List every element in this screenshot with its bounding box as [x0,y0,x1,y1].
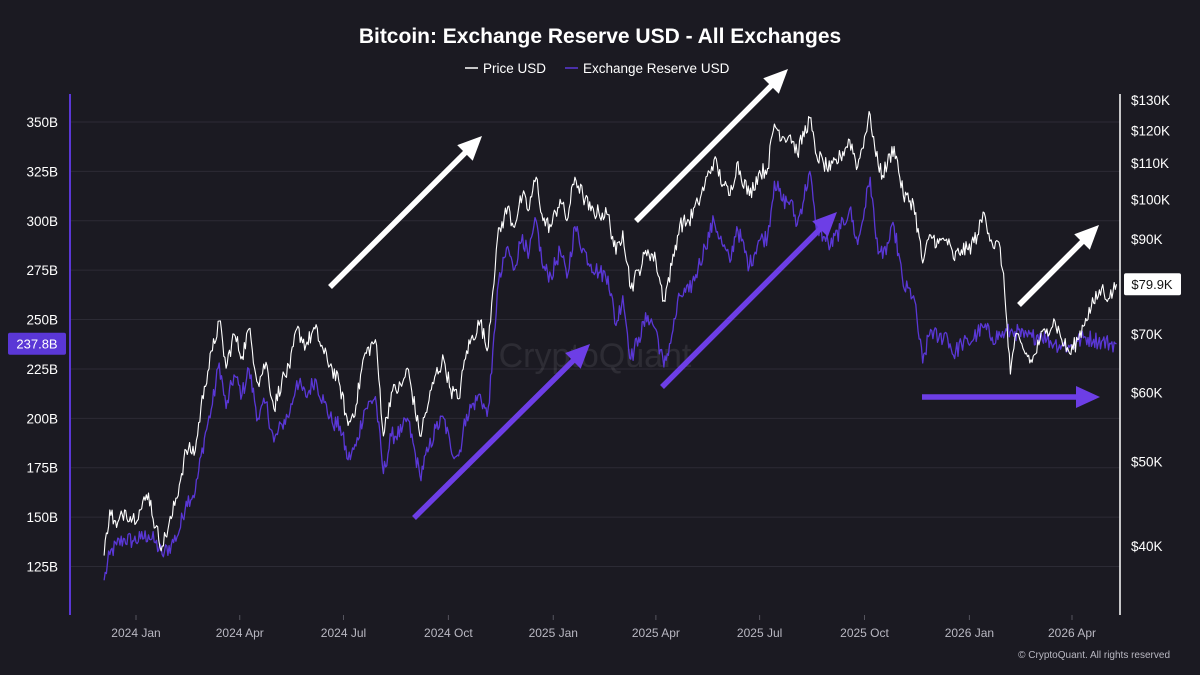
right-tick-120k: $120K [1131,123,1170,138]
x-tick-2024-oct: 2024 Oct [424,626,473,640]
x-tick-2025-jan: 2025 Jan [529,626,578,640]
current-reserve-badge: 237.8B [8,332,66,355]
right-tick-130k: $130K [1131,93,1170,108]
left-tick-250b: 250B [26,313,58,328]
x-tick-2024-apr: 2024 Apr [216,626,264,640]
annotation-arrow-shaft [1017,237,1087,307]
right-tick-60k: $60K [1131,386,1163,401]
left-axis-ticks: 350B 325B 300B 275B 250B 225B 200B 175B 150B 125B [26,115,58,575]
right-tick-40k: $40K [1131,539,1163,554]
left-tick-175b: 175B [26,461,58,476]
annotation-arrow-shaft [634,81,776,223]
annotation-arrow-1 [328,136,482,289]
x-tick-2026-jan: 2026 Jan [945,626,994,640]
annotation-arrow-head [565,344,590,369]
annotation-arrows [328,69,1100,520]
legend-label-reserve[interactable]: Exchange Reserve USD [583,61,730,76]
left-tick-350b: 350B [26,115,58,130]
current-reserve-badge-bg [8,332,66,355]
credit-text: © CryptoQuant. All rights reserved [1018,650,1170,661]
right-tick-110k: $110K [1131,156,1169,171]
left-tick-125b: 125B [26,560,58,575]
annotation-arrow-4 [412,344,590,520]
x-tick-2026-apr: 2026 Apr [1048,626,1096,640]
grid [70,121,1120,567]
x-tick-2024-jan: 2024 Jan [111,626,160,640]
annotation-arrow-5 [660,212,837,389]
annotation-arrow-head [763,69,788,94]
x-tick-2024-jul: 2024 Jul [321,626,366,640]
annotation-arrow-shaft [660,224,825,389]
annotation-arrow-head [812,212,837,237]
left-tick-200b: 200B [26,411,58,426]
annotation-arrow-shaft [328,148,470,289]
series-line-price-usd [103,110,1118,556]
current-price-badge: $79.9K [1124,273,1181,296]
x-axis-ticks: 2024 Jan 2024 Apr 2024 Jul 2024 Oct 2025 Jan… [111,615,1096,640]
annotation-arrow-head [457,136,482,161]
right-tick-70k: $70K [1131,327,1163,342]
left-tick-325b: 325B [26,164,58,179]
left-tick-275b: 275B [26,263,58,278]
left-tick-150b: 150B [26,510,58,525]
series-group [103,110,1118,581]
x-tick-2025-apr: 2025 Apr [632,626,680,640]
x-tick-2025-oct: 2025 Oct [840,626,889,640]
right-axis-ticks: $130K$120K$110K$100K$90K$80K$70K$60K$50K… [1131,93,1170,554]
current-price-badge-bg [1124,273,1181,296]
annotation-arrow-6 [922,386,1100,408]
right-tick-50k: $50K [1131,455,1163,470]
chart-title: Bitcoin: Exchange Reserve USD - All Exch… [359,25,841,48]
series-line-exchange-reserve-usd [103,170,1117,581]
left-tick-225b: 225B [26,362,58,377]
right-tick-90k: $90K [1131,232,1163,247]
annotation-arrow-2 [634,69,788,223]
x-tick-2025-jul: 2025 Jul [737,626,782,640]
legend-label-price[interactable]: Price USD [483,61,546,76]
left-tick-300b: 300B [26,214,58,229]
legend: Price USD Exchange Reserve USD [465,61,730,76]
annotation-arrow-head [1074,225,1099,250]
annotation-arrow-head [1076,386,1100,408]
current-price-value: $79.9K [1131,277,1173,292]
axes [69,94,1121,615]
current-reserve-value: 237.8B [16,337,57,352]
annotation-arrow-shaft [412,356,578,520]
watermark: CryptoQuant [499,337,692,375]
annotation-arrow-3 [1017,225,1099,307]
right-tick-100k: $100K [1131,192,1170,207]
